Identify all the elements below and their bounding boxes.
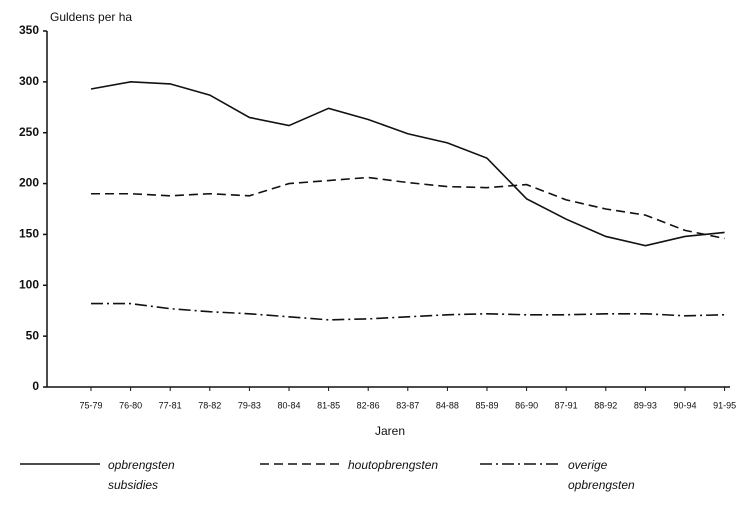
y-tick-label: 200 — [19, 176, 39, 190]
y-tick-label: 0 — [32, 379, 39, 393]
x-axis-label: Jaren — [375, 424, 405, 438]
series-line — [91, 302, 725, 321]
x-tick-label: 82-86 — [357, 400, 380, 410]
x-tick-label: 81-85 — [317, 400, 340, 410]
x-tick-label: 86-90 — [515, 400, 538, 410]
y-tick-label: 350 — [19, 23, 39, 37]
x-tick-label: 76-80 — [119, 400, 142, 410]
y-tick-label: 100 — [19, 277, 39, 291]
y-tick-label: 300 — [19, 74, 39, 88]
legend-label: houtopbrengsten — [348, 458, 438, 472]
x-tick-label: 78-82 — [198, 400, 221, 410]
x-tick-label: 84-88 — [436, 400, 459, 410]
y-tick-label: 150 — [19, 227, 39, 241]
x-tick-label: 89-93 — [634, 400, 657, 410]
x-tick-label: 85-89 — [475, 400, 498, 410]
x-tick-label: 77-81 — [159, 400, 182, 410]
x-tick-label: 83-87 — [396, 400, 419, 410]
x-tick-label: 75-79 — [79, 400, 102, 410]
series-line — [91, 176, 725, 240]
x-tick-label: 87-91 — [555, 400, 578, 410]
x-tick-label: 80-84 — [277, 400, 300, 410]
x-tick-label: 79-83 — [238, 400, 261, 410]
x-tick-label: 91-95 — [713, 400, 736, 410]
series-line — [90, 81, 725, 247]
y-tick-label: 50 — [26, 328, 40, 342]
y-axis-label: Guldens per ha — [50, 10, 132, 24]
legend-label: overige opbrengsten — [568, 458, 635, 492]
y-tick-label: 250 — [19, 125, 39, 139]
x-tick-label: 88-92 — [594, 400, 617, 410]
x-tick-label: 90-94 — [673, 400, 696, 410]
legend-label: opbrengsten subsidies — [108, 458, 175, 492]
